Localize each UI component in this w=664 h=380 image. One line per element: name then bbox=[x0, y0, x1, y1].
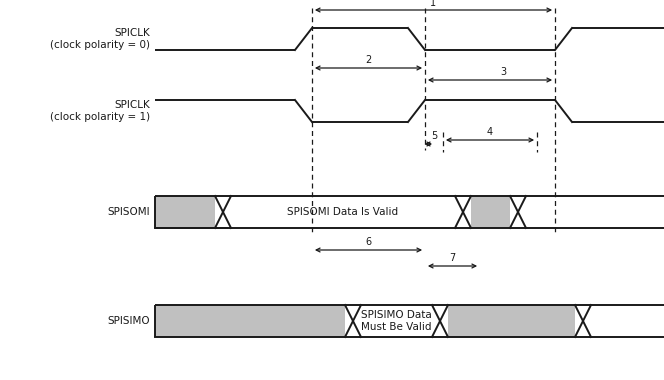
Text: SPISOMI: SPISOMI bbox=[108, 207, 150, 217]
Text: SPICLK
(clock polarity = 1): SPICLK (clock polarity = 1) bbox=[50, 100, 150, 122]
Text: 7: 7 bbox=[450, 253, 456, 263]
Polygon shape bbox=[231, 196, 455, 228]
Text: 4: 4 bbox=[487, 127, 493, 137]
Text: 3: 3 bbox=[500, 67, 506, 77]
Polygon shape bbox=[591, 305, 664, 337]
Text: 5: 5 bbox=[431, 131, 437, 141]
Polygon shape bbox=[361, 305, 432, 337]
Polygon shape bbox=[471, 196, 510, 228]
Polygon shape bbox=[155, 196, 215, 228]
Text: SPISIMO Data
Must Be Valid: SPISIMO Data Must Be Valid bbox=[361, 310, 432, 332]
Text: SPICLK
(clock polarity = 0): SPICLK (clock polarity = 0) bbox=[50, 28, 150, 50]
Text: 2: 2 bbox=[365, 55, 372, 65]
Polygon shape bbox=[448, 305, 575, 337]
Text: 6: 6 bbox=[365, 237, 372, 247]
Text: 1: 1 bbox=[430, 0, 436, 8]
Polygon shape bbox=[526, 196, 664, 228]
Polygon shape bbox=[155, 305, 345, 337]
Text: SPISOMI Data Is Valid: SPISOMI Data Is Valid bbox=[288, 207, 398, 217]
Text: SPISIMO: SPISIMO bbox=[108, 316, 150, 326]
